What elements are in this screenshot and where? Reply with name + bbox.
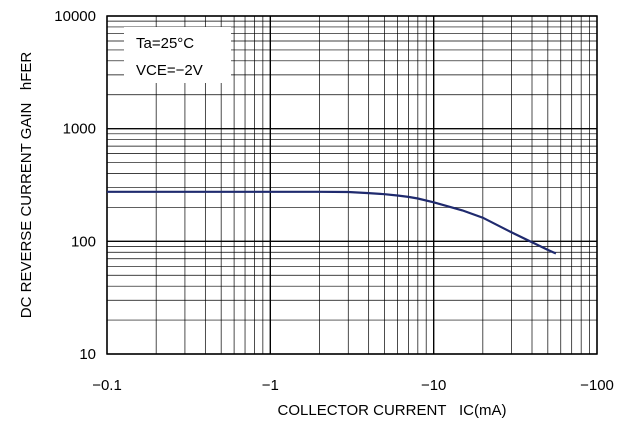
x-tick-label: −10: [421, 377, 446, 394]
annotation-box: Ta=25°C VCE=−2V: [124, 27, 231, 83]
y-tick-label: 1000: [63, 121, 96, 138]
y-tick-labels: 10 100 1000 10000: [54, 8, 96, 363]
y-tick-label: 100: [71, 233, 96, 250]
x-tick-labels: −0.1 −1 −10 −100: [92, 377, 614, 394]
annotation-temperature: Ta=25°C: [136, 35, 194, 52]
plot-frame: [106, 15, 598, 355]
annotation-background: [124, 27, 231, 83]
y-tick-label: 10: [79, 346, 96, 363]
annotation-vce: VCE=−2V: [136, 62, 203, 79]
series-line: [107, 190, 557, 255]
x-tick-label: −1: [262, 377, 279, 394]
y-tick-label: 10000: [54, 8, 96, 25]
x-axis-label: COLLECTOR CURRENT IC(mA): [278, 402, 507, 419]
y-axis-label: DC REVERSE CURRENT GAIN hFER: [18, 52, 35, 319]
x-tick-label: −100: [580, 377, 614, 394]
x-tick-label: −0.1: [92, 377, 122, 394]
